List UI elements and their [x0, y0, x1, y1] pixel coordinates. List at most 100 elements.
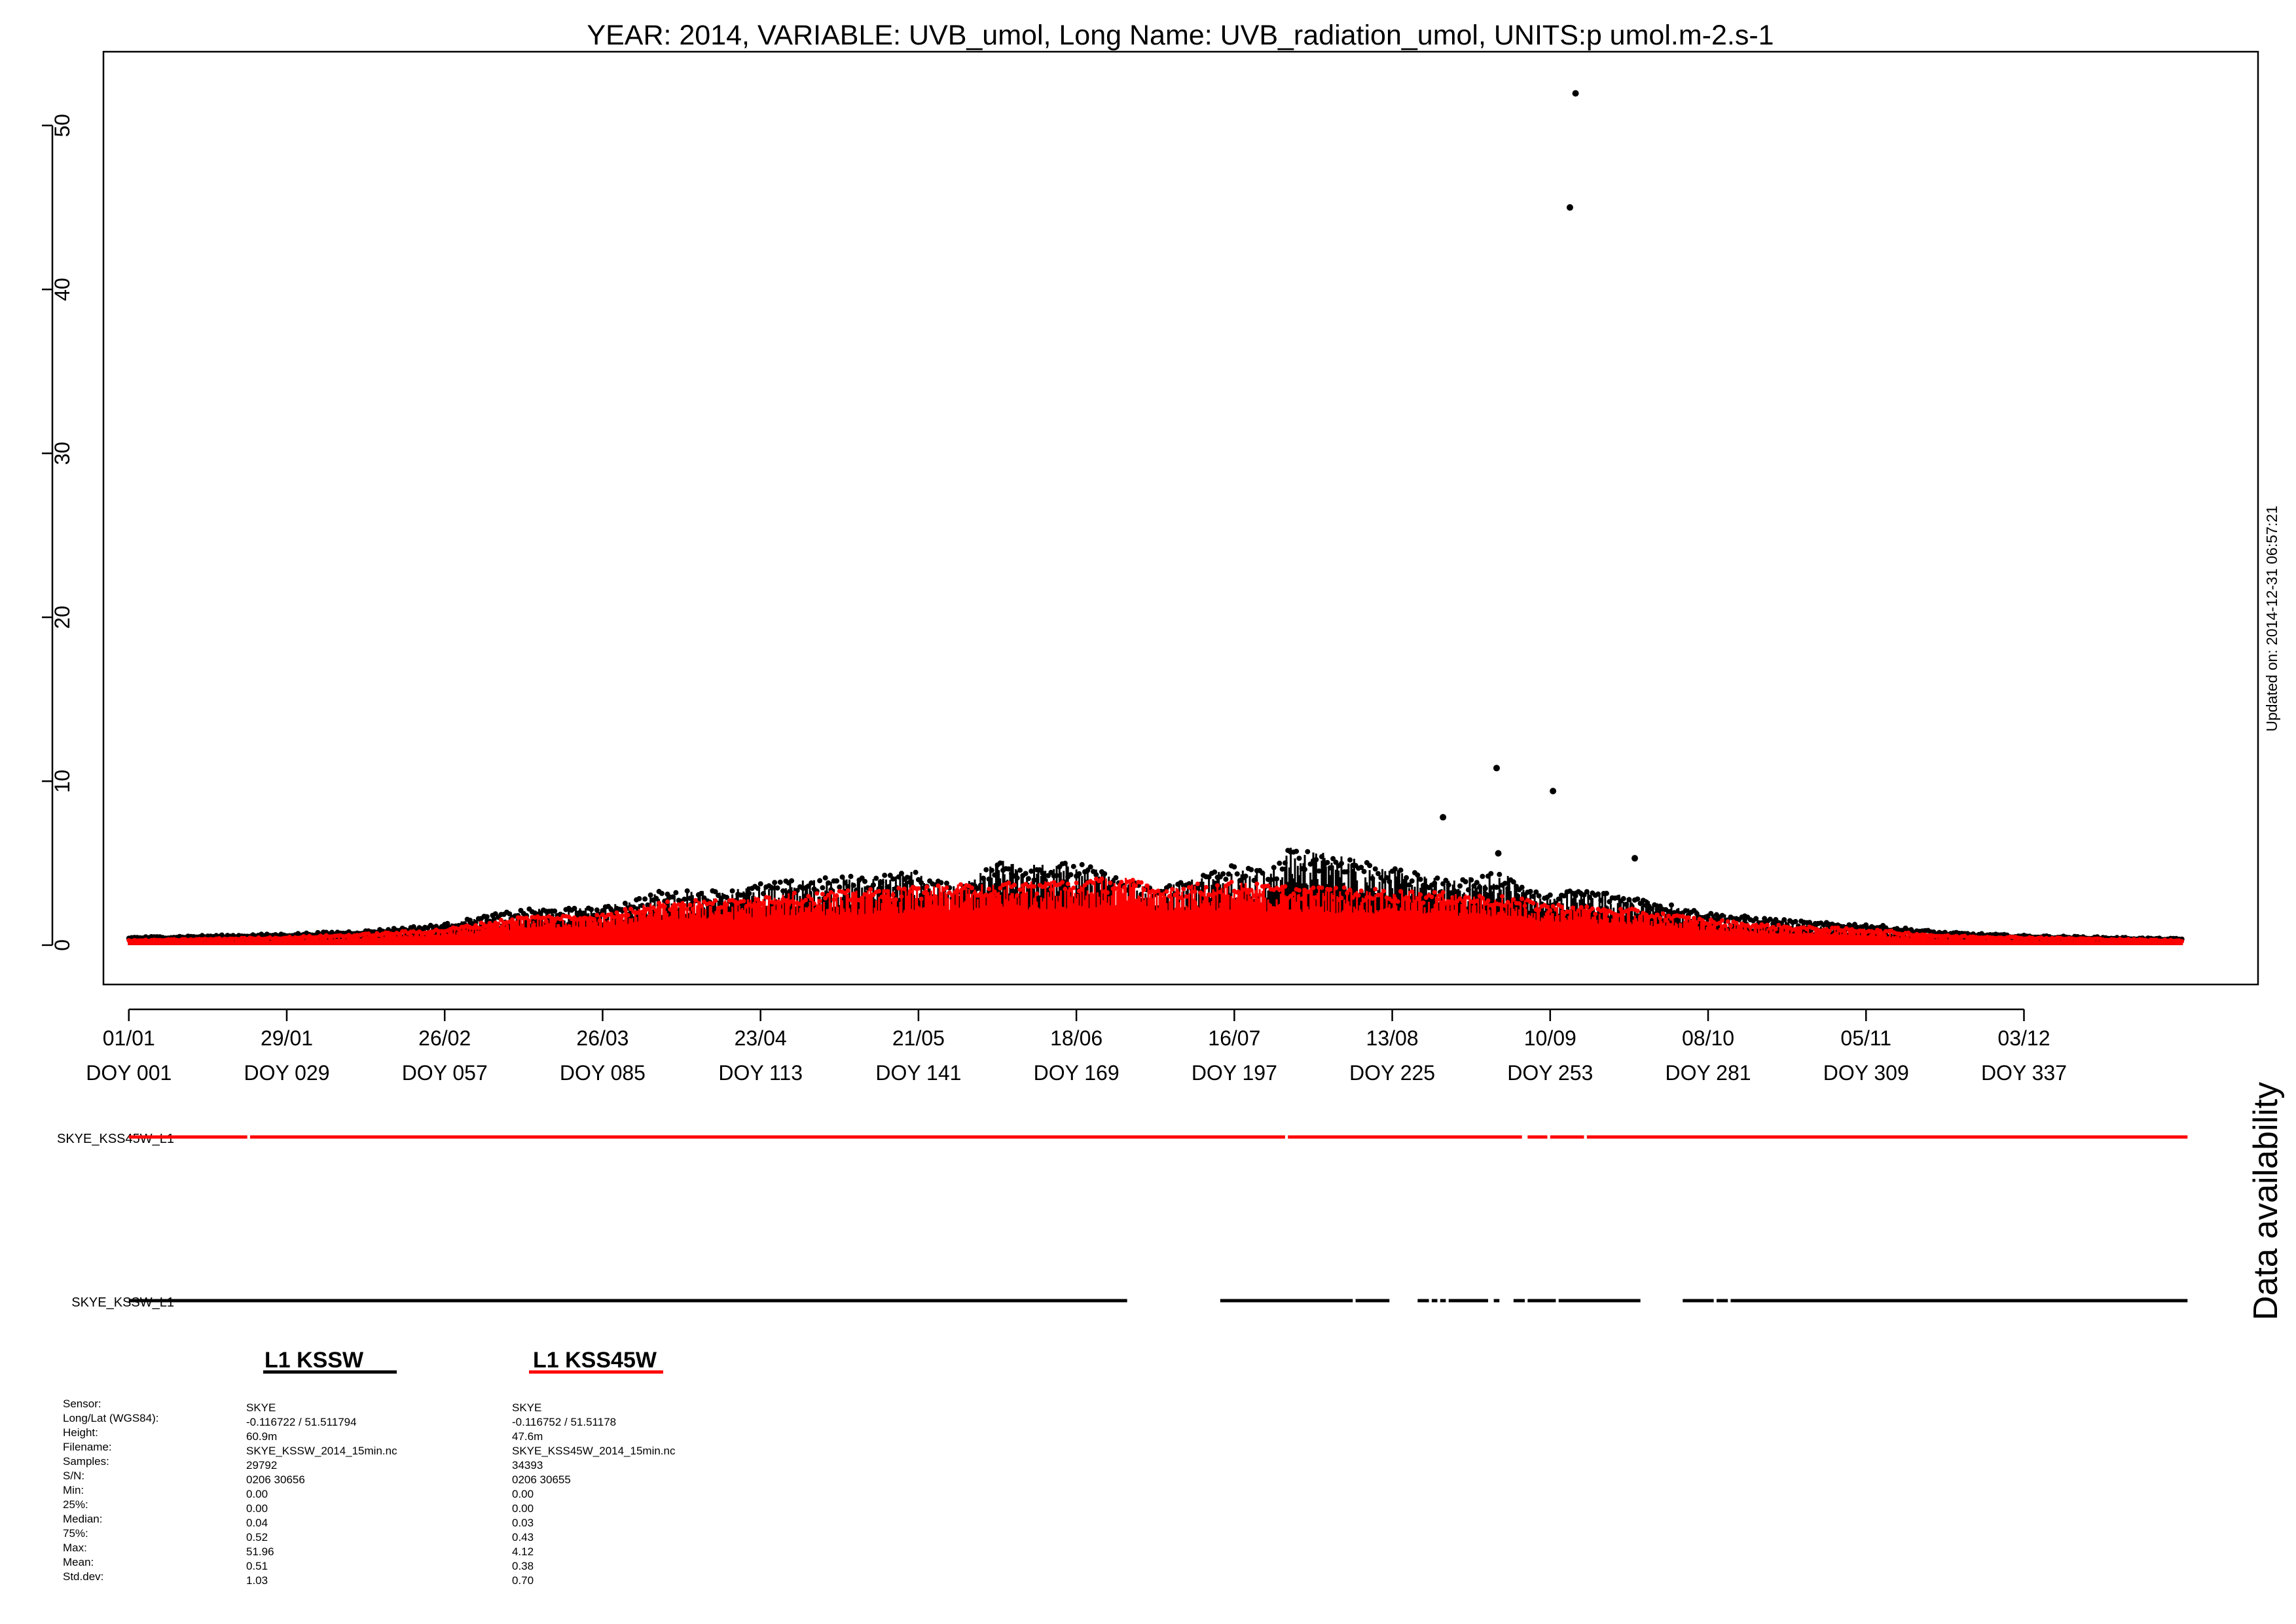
- data-point: [1091, 880, 1096, 886]
- data-point: [1720, 918, 1725, 923]
- data-point: [1305, 849, 1311, 855]
- data-point: [1488, 871, 1494, 876]
- data-point: [1548, 908, 1553, 913]
- data-point: [1601, 907, 1607, 912]
- data-point: [682, 903, 687, 908]
- data-point: [1728, 924, 1733, 929]
- data-point: [1370, 876, 1376, 881]
- data-point: [1533, 889, 1539, 895]
- stats-value: 0.04: [246, 1517, 268, 1529]
- data-point: [1087, 864, 1093, 870]
- data-point: [778, 900, 783, 905]
- data-point: [693, 897, 699, 903]
- data-point: [1686, 915, 1691, 920]
- x-tick-doy: DOY 309: [1823, 1061, 1909, 1085]
- x-tick-date: 08/10: [1682, 1026, 1734, 1050]
- data-point: [1415, 872, 1421, 878]
- data-point: [1068, 872, 1074, 878]
- data-point: [1694, 911, 1700, 916]
- data-point: [1615, 912, 1620, 918]
- data-point: [1130, 878, 1135, 882]
- data-point: [1635, 909, 1640, 914]
- data-point: [1457, 883, 1463, 889]
- data-point: [1510, 879, 1516, 885]
- data-point: [1500, 893, 1505, 899]
- data-point: [1046, 882, 1051, 886]
- data-point: [1505, 886, 1511, 892]
- data-point: [1237, 890, 1243, 895]
- data-point: [1231, 864, 1237, 870]
- data-point: [865, 895, 870, 900]
- data-point: [1421, 900, 1426, 905]
- stats-value: 4.12: [512, 1545, 534, 1558]
- data-point: [1319, 854, 1324, 859]
- data-point: [1372, 866, 1378, 872]
- legend-kss45w: L1 KSS45W: [529, 1348, 663, 1374]
- x-tick-doy: DOY 085: [560, 1061, 646, 1085]
- data-point: [961, 886, 966, 891]
- x-tick-doy: DOY 029: [244, 1061, 329, 1085]
- data-point: [848, 897, 853, 903]
- data-point: [1638, 914, 1643, 919]
- stats-label: Long/Lat (WGS84):: [63, 1412, 158, 1424]
- availability-strips: SKYE_KSS45W_L1 SKYE_KSSW_L1: [57, 1132, 2188, 1310]
- data-point: [774, 885, 780, 891]
- data-point: [659, 890, 665, 896]
- data-point: [1556, 896, 1561, 902]
- data-point: [905, 897, 910, 902]
- data-point: [820, 892, 825, 897]
- stats-value: 0.70: [512, 1574, 534, 1587]
- outlier-point: [1550, 787, 1557, 795]
- data-point: [792, 890, 797, 895]
- data-point: [724, 895, 729, 900]
- data-point: [1283, 884, 1288, 889]
- data-point: [1251, 878, 1257, 883]
- data-point: [1184, 894, 1189, 899]
- data-point: [687, 903, 693, 908]
- data-point: [1370, 896, 1375, 901]
- data-point: [871, 882, 876, 888]
- x-tick-date: 16/07: [1208, 1026, 1260, 1050]
- data-point: [834, 878, 839, 884]
- data-point: [1175, 891, 1180, 895]
- data-point: [888, 897, 893, 903]
- data-point: [983, 892, 989, 897]
- x-tick-doy: DOY 281: [1665, 1061, 1751, 1085]
- data-point: [594, 907, 600, 913]
- data-point: [1666, 909, 1671, 914]
- data-point: [1705, 921, 1711, 926]
- data-point: [1313, 857, 1319, 863]
- data-point: [887, 873, 893, 878]
- y-tick-label: 50: [50, 114, 74, 137]
- data-point: [1465, 887, 1471, 893]
- data-point: [1480, 895, 1485, 901]
- data-point: [1474, 898, 1480, 903]
- data-point: [1108, 880, 1113, 886]
- data-point: [1863, 922, 1869, 928]
- data-point: [1658, 916, 1663, 921]
- data-point: [1519, 884, 1525, 890]
- data-point: [986, 876, 992, 882]
- outlier-point: [1493, 765, 1500, 772]
- data-point: [938, 880, 944, 886]
- data-point: [896, 886, 902, 891]
- data-point: [823, 895, 828, 901]
- data-point: [1345, 891, 1350, 895]
- data-point: [1781, 917, 1787, 923]
- data-point: [1376, 871, 1381, 876]
- data-point: [772, 880, 778, 886]
- data-point: [989, 892, 994, 897]
- data-point: [1607, 899, 1613, 905]
- data-point: [936, 883, 941, 888]
- data-point: [837, 884, 843, 890]
- data-point: [1170, 887, 1175, 892]
- data-point: [1220, 893, 1226, 898]
- data-point: [1576, 908, 1581, 913]
- data-point: [1530, 893, 1536, 899]
- data-point: [1593, 911, 1598, 916]
- stats-value: SKYE_KSSW_2014_15min.nc: [246, 1445, 397, 1457]
- data-point: [1773, 926, 1778, 931]
- stats-label: Filename:: [63, 1441, 112, 1453]
- availability-label: SKYE_KSSW_L1: [71, 1295, 174, 1310]
